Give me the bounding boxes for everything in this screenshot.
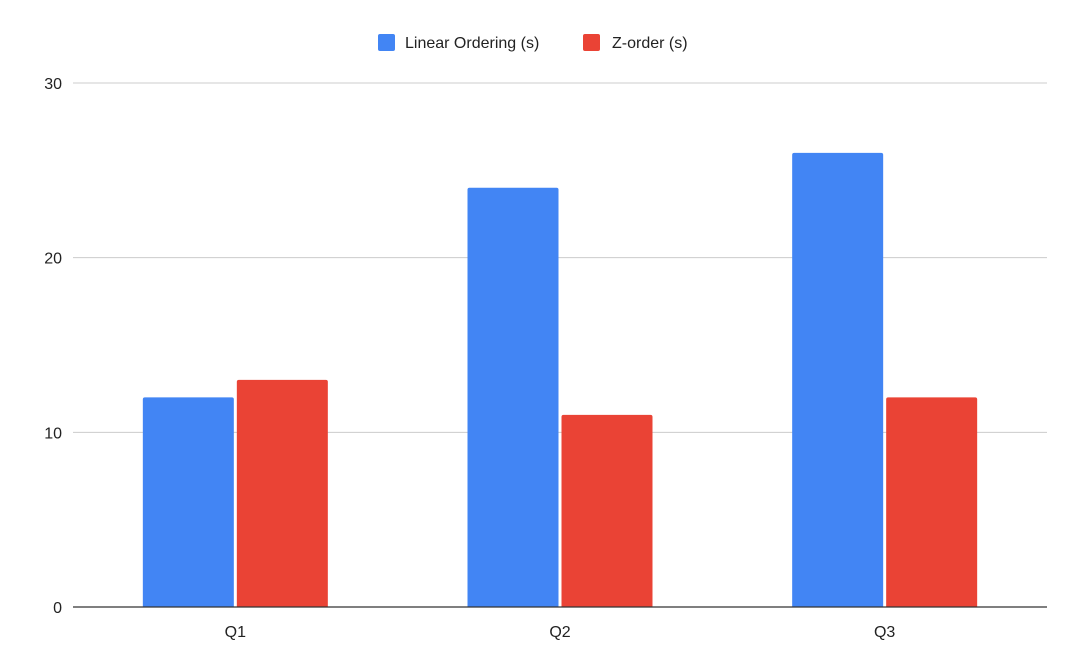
- gridlines: [73, 82, 1047, 433]
- y-axis-tick-labels: 0 10 20 30: [44, 76, 62, 617]
- legend-item-linear-ordering: Linear Ordering (s): [378, 34, 539, 52]
- legend-label-linear-ordering: Linear Ordering (s): [405, 35, 539, 52]
- bar-z-order-s-q1: [236, 379, 328, 607]
- legend-label-z-order: Z-order (s): [612, 35, 688, 52]
- legend-item-z-order: Z-order (s): [583, 34, 688, 52]
- y-tick-label: 30: [44, 76, 62, 93]
- legend: Linear Ordering (s) Z-order (s): [378, 34, 688, 52]
- legend-swatch-z-order: [583, 34, 600, 51]
- legend-swatch-linear-ordering: [378, 34, 395, 51]
- x-axis-tick-labels: Q1 Q2 Q3: [225, 624, 896, 641]
- bar-z-order-s-q3: [886, 397, 978, 607]
- bar-linear-ordering-s-q3: [792, 152, 884, 607]
- bar-z-order-s-q2: [561, 414, 653, 607]
- y-tick-label: 10: [44, 425, 62, 442]
- bar-linear-ordering-s-q1: [142, 397, 234, 607]
- bars: [142, 152, 978, 608]
- y-tick-label: 0: [53, 600, 62, 617]
- x-tick-label: Q3: [874, 624, 895, 641]
- bar-linear-ordering-s-q2: [467, 187, 559, 608]
- x-tick-label: Q1: [225, 624, 246, 641]
- x-tick-label: Q2: [549, 624, 570, 641]
- y-tick-label: 20: [44, 251, 62, 268]
